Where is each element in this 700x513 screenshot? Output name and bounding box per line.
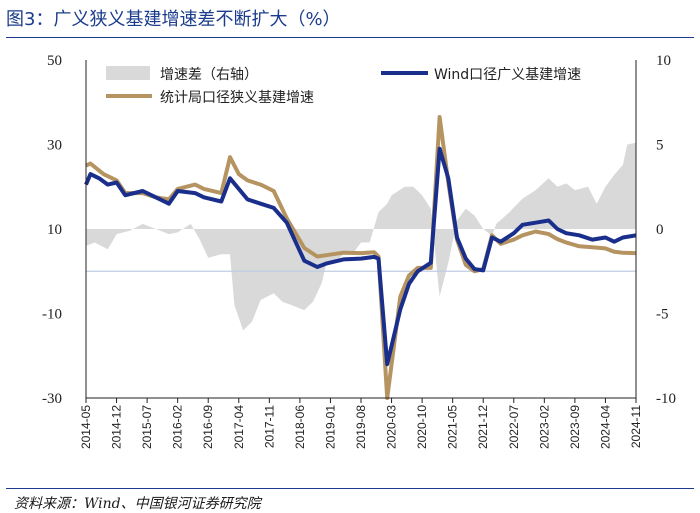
legend-label-diff: 增速差（右轴） xyxy=(160,67,258,83)
left-tick-label: -30 xyxy=(42,391,62,407)
x-tick-label: 2024-11 xyxy=(629,405,643,448)
x-tick-label: 2020-03 xyxy=(385,405,399,449)
x-tick-label: 2018-06 xyxy=(293,405,307,449)
diff-area xyxy=(86,142,636,331)
left-tick-label: 10 xyxy=(47,222,62,238)
right-tick-label: 10 xyxy=(656,53,671,69)
right-tick-label: 0 xyxy=(656,222,664,238)
title-underline xyxy=(6,37,694,38)
x-tick-label: 2016-09 xyxy=(201,405,215,449)
diff-area-layer xyxy=(86,142,636,331)
x-tick-label: 2017-04 xyxy=(232,405,246,449)
series-wind-line xyxy=(84,146,637,367)
x-tick-label: 2021-05 xyxy=(446,405,460,449)
right-tick-label: -10 xyxy=(656,391,676,407)
x-tick-label: 2015-07 xyxy=(140,405,154,449)
x-tick-label: 2021-12 xyxy=(476,405,490,449)
left-tick-label: 30 xyxy=(47,138,62,154)
legend-label-stat: 统计局口径狭义基建增速 xyxy=(160,89,314,106)
source-note: 资料来源：Wind、中国银河证券研究院 xyxy=(14,496,261,512)
footer-rule xyxy=(6,488,694,489)
chart-title: 图3：广义狭义基建增速差不断扩大（%） xyxy=(6,9,341,30)
x-tick-label: 2014-12 xyxy=(110,405,124,449)
x-tick-label: 2019-01 xyxy=(323,405,337,449)
x-tick-label: 2023-09 xyxy=(568,405,582,449)
legend-swatch-diff xyxy=(106,66,150,80)
x-tick-label: 2024-04 xyxy=(598,405,612,449)
legend-label-wind: Wind口径广义基建增速 xyxy=(434,66,581,83)
x-tick-label: 2022-07 xyxy=(507,405,521,449)
series-lines-layer xyxy=(84,115,637,400)
x-tick-label: 2020-10 xyxy=(415,405,429,449)
x-tick-label: 2016-02 xyxy=(171,405,185,449)
right-tick-label: -5 xyxy=(656,307,669,323)
x-tick-label: 2014-05 xyxy=(79,405,93,449)
x-tick-label: 2017-11 xyxy=(262,405,276,448)
x-tick-label: 2019-08 xyxy=(354,405,368,449)
left-tick-label: -10 xyxy=(42,307,62,323)
right-tick-label: 5 xyxy=(656,138,664,154)
left-tick-label: 50 xyxy=(47,53,62,69)
x-tick-label: 2023-02 xyxy=(537,405,551,449)
